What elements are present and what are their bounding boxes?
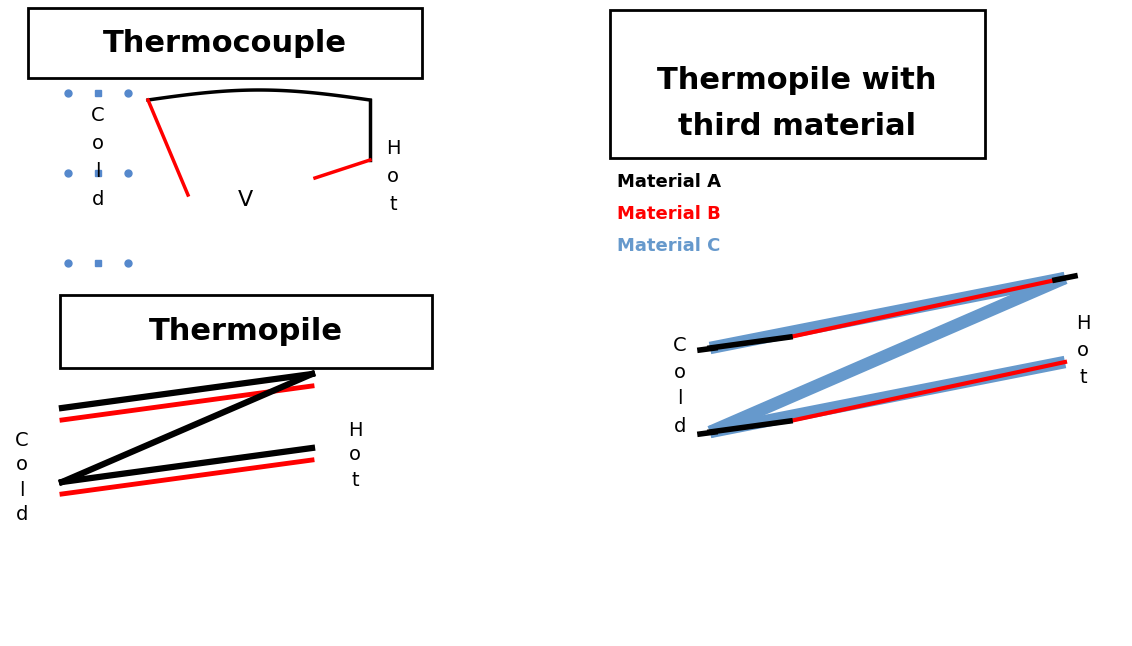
Text: third material: third material <box>678 112 916 140</box>
Text: Thermopile: Thermopile <box>149 317 343 346</box>
FancyBboxPatch shape <box>28 8 422 78</box>
Text: Material C: Material C <box>617 237 720 255</box>
Text: o: o <box>387 167 398 185</box>
Text: H: H <box>1075 313 1090 333</box>
Text: d: d <box>16 506 28 525</box>
Text: V: V <box>238 190 252 210</box>
FancyBboxPatch shape <box>610 10 985 158</box>
Text: t: t <box>351 470 359 490</box>
FancyBboxPatch shape <box>60 295 432 368</box>
Text: o: o <box>674 362 686 382</box>
Text: Material A: Material A <box>617 173 721 191</box>
Text: C: C <box>92 105 105 125</box>
Text: H: H <box>386 138 401 158</box>
Text: l: l <box>95 162 101 180</box>
Text: Material B: Material B <box>617 205 721 223</box>
Text: l: l <box>677 390 683 408</box>
Text: l: l <box>19 481 25 499</box>
Text: d: d <box>674 417 686 435</box>
Text: Thermocouple: Thermocouple <box>103 28 348 57</box>
Text: o: o <box>1077 340 1089 360</box>
Text: o: o <box>92 134 104 152</box>
Text: o: o <box>349 446 361 464</box>
Text: t: t <box>1079 368 1087 386</box>
Text: H: H <box>348 421 362 439</box>
Text: C: C <box>15 430 28 450</box>
Text: o: o <box>16 455 28 475</box>
Text: d: d <box>92 189 104 209</box>
Text: t: t <box>389 194 397 213</box>
Text: C: C <box>674 335 687 355</box>
Text: Thermopile with: Thermopile with <box>658 65 937 94</box>
